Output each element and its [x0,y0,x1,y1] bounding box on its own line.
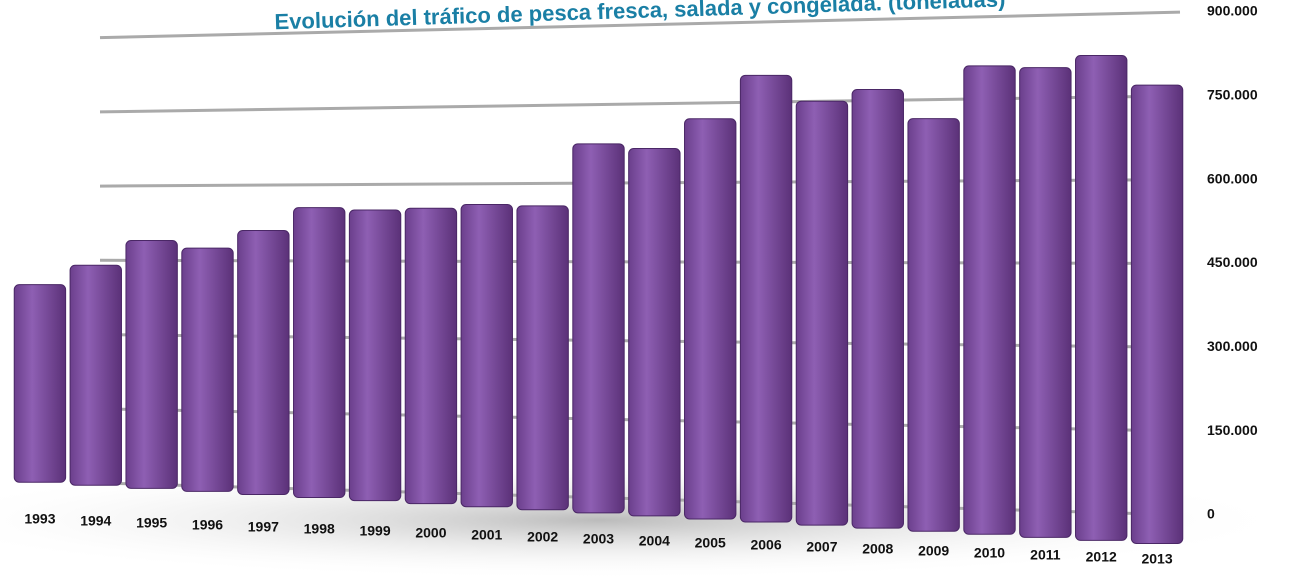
x-tick-label: 1996 [192,517,223,533]
bar [572,143,625,514]
grid-line [99,10,1181,40]
y-tick-label: 0 [1207,506,1215,522]
bar [1075,55,1128,541]
x-tick-label: 2000 [415,525,446,541]
bar [13,284,67,483]
grid-line [99,94,1181,114]
bar [907,118,960,532]
chart-title: Evolución del tráfico de pesca fresca, s… [274,0,1006,34]
bar [404,207,458,505]
bar [628,148,681,517]
x-tick-label: 1995 [136,515,167,531]
y-tick-label: 150.000 [1207,422,1258,438]
x-tick-label: 2010 [974,545,1005,561]
bar [1130,84,1184,544]
x-tick-label: 2008 [862,541,893,557]
y-tick-label: 300.000 [1207,338,1258,354]
bar [963,65,1016,535]
x-tick-label: 2003 [583,531,614,547]
bar [516,205,569,511]
bar [460,203,513,508]
y-tick-label: 900.000 [1207,3,1258,19]
x-tick-label: 2002 [527,529,558,545]
bar [684,118,737,520]
x-tick-label: 2006 [750,537,781,553]
bar [181,247,234,492]
x-tick-label: 2013 [1141,551,1172,567]
x-tick-label: 1997 [248,519,279,535]
bar [739,74,793,523]
bar [69,264,122,486]
bar [125,240,178,489]
x-tick-label: 2011 [1030,547,1061,563]
bar [348,209,402,502]
y-tick-label: 600.000 [1207,170,1258,186]
x-tick-label: 1999 [359,523,390,539]
y-tick-label: 750.000 [1207,87,1258,103]
x-tick-label: 1998 [304,521,335,537]
bar [851,89,904,529]
bar [237,230,290,495]
x-tick-label: 2009 [918,543,949,559]
x-tick-label: 1993 [24,511,55,527]
bar [1019,67,1072,538]
bar [795,100,849,526]
x-tick-label: 1994 [80,513,111,529]
y-tick-label: 450.000 [1207,254,1258,270]
x-tick-label: 2005 [695,535,726,551]
x-tick-label: 2001 [471,527,502,543]
x-tick-label: 2004 [639,533,670,549]
x-tick-label: 2007 [806,539,837,555]
bar [293,207,346,499]
x-tick-label: 2012 [1086,549,1117,565]
